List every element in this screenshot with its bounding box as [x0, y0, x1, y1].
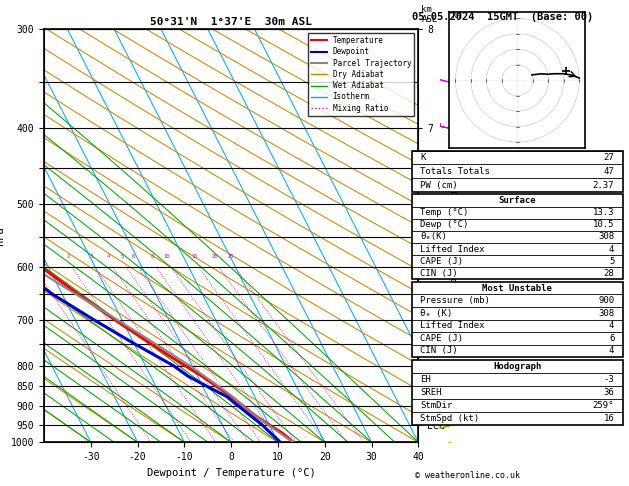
- Text: StmDir: StmDir: [420, 401, 453, 410]
- Text: 259°: 259°: [593, 401, 615, 410]
- Text: 2: 2: [66, 254, 70, 259]
- Text: 10: 10: [164, 254, 170, 259]
- Text: Temp (°C): Temp (°C): [420, 208, 469, 217]
- Text: Surface: Surface: [499, 196, 536, 205]
- Legend: Temperature, Dewpoint, Parcel Trajectory, Dry Adiabat, Wet Adiabat, Isotherm, Mi: Temperature, Dewpoint, Parcel Trajectory…: [308, 33, 415, 116]
- Text: 15: 15: [191, 254, 198, 259]
- Text: 05.05.2024  15GMT  (Base: 00): 05.05.2024 15GMT (Base: 00): [412, 12, 593, 22]
- X-axis label: Dewpoint / Temperature (°C): Dewpoint / Temperature (°C): [147, 468, 316, 478]
- Text: 4: 4: [609, 347, 615, 355]
- Text: 308: 308: [598, 309, 615, 318]
- Text: 4: 4: [609, 244, 615, 254]
- Text: Dewp (°C): Dewp (°C): [420, 220, 469, 229]
- Text: 2.37: 2.37: [593, 181, 615, 190]
- Text: Totals Totals: Totals Totals: [420, 167, 490, 176]
- Text: EH: EH: [420, 375, 431, 384]
- Text: 10.5: 10.5: [593, 220, 615, 229]
- Text: © weatheronline.co.uk: © weatheronline.co.uk: [415, 470, 520, 480]
- Text: 8: 8: [150, 254, 154, 259]
- Text: 308: 308: [598, 232, 615, 242]
- Text: Lifted Index: Lifted Index: [420, 244, 485, 254]
- Text: 6: 6: [609, 334, 615, 343]
- Text: 900: 900: [598, 296, 615, 305]
- Text: Lifted Index: Lifted Index: [420, 321, 485, 330]
- Text: km
ASL: km ASL: [421, 5, 438, 24]
- Text: Hodograph: Hodograph: [493, 362, 542, 371]
- Text: Pressure (mb): Pressure (mb): [420, 296, 490, 305]
- Text: 4: 4: [609, 321, 615, 330]
- Text: Most Unstable: Most Unstable: [482, 284, 552, 293]
- Text: θₑ(K): θₑ(K): [420, 232, 447, 242]
- Text: 27: 27: [604, 153, 615, 162]
- Text: PW (cm): PW (cm): [420, 181, 458, 190]
- Text: 5: 5: [609, 257, 615, 266]
- Text: StmSpd (kt): StmSpd (kt): [420, 414, 479, 423]
- Text: θₑ (K): θₑ (K): [420, 309, 453, 318]
- Text: CIN (J): CIN (J): [420, 347, 458, 355]
- Text: 4: 4: [107, 254, 110, 259]
- Y-axis label: Mixing Ratio (g/kg): Mixing Ratio (g/kg): [450, 185, 460, 287]
- Text: 6: 6: [132, 254, 135, 259]
- Text: CAPE (J): CAPE (J): [420, 334, 464, 343]
- Text: 28: 28: [604, 269, 615, 278]
- Text: kt: kt: [452, 11, 462, 20]
- Text: 13.3: 13.3: [593, 208, 615, 217]
- Text: -3: -3: [604, 375, 615, 384]
- Text: 20: 20: [211, 254, 218, 259]
- Text: 3: 3: [90, 254, 93, 259]
- Title: 50°31'N  1°37'E  30m ASL: 50°31'N 1°37'E 30m ASL: [150, 17, 312, 27]
- Text: SREH: SREH: [420, 388, 442, 397]
- Text: 5: 5: [121, 254, 124, 259]
- Text: 16: 16: [604, 414, 615, 423]
- Y-axis label: hPa: hPa: [0, 226, 5, 245]
- Text: 36: 36: [604, 388, 615, 397]
- Text: 25: 25: [227, 254, 234, 259]
- Text: 47: 47: [604, 167, 615, 176]
- Text: CIN (J): CIN (J): [420, 269, 458, 278]
- Text: CAPE (J): CAPE (J): [420, 257, 464, 266]
- Text: K: K: [420, 153, 426, 162]
